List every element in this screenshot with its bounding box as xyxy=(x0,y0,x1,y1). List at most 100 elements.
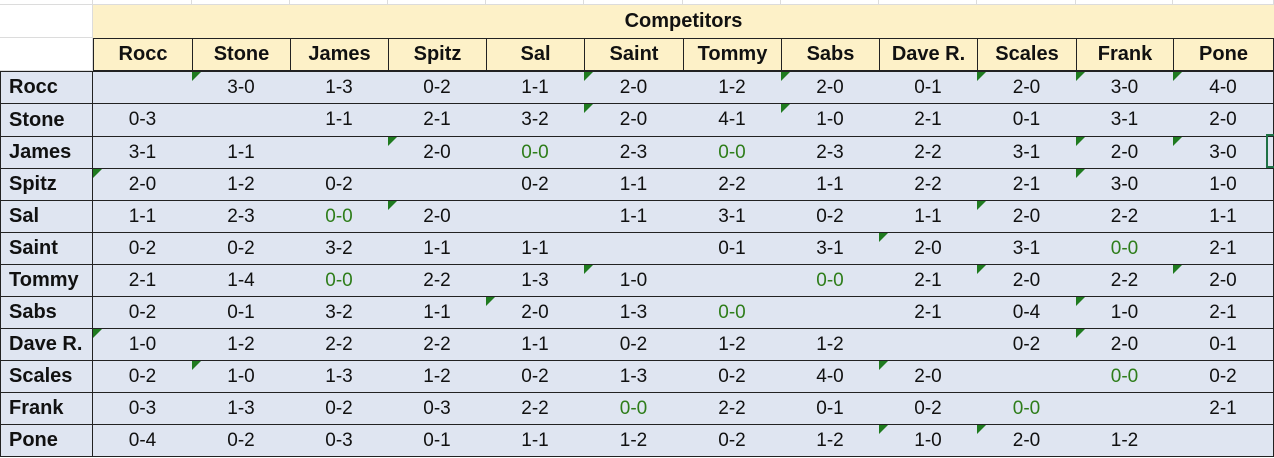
score-cell[interactable]: 2-0 xyxy=(1173,265,1274,297)
score-cell[interactable]: 1-1 xyxy=(486,329,584,361)
score-cell[interactable]: 2-0 xyxy=(93,169,192,201)
score-cell[interactable]: 2-0 xyxy=(977,265,1076,297)
empty-cell[interactable] xyxy=(388,0,486,5)
score-cell[interactable]: 1-4 xyxy=(192,265,290,297)
score-cell[interactable]: 1-2 xyxy=(683,329,781,361)
score-cell[interactable]: 2-0 xyxy=(1076,329,1173,361)
score-cell[interactable]: 1-3 xyxy=(290,361,388,393)
score-cell[interactable]: 0-0 xyxy=(486,137,584,169)
score-cell[interactable]: 0-0 xyxy=(683,297,781,329)
score-cell[interactable]: 1-2 xyxy=(781,425,879,457)
score-cell[interactable]: 1-0 xyxy=(192,361,290,393)
row-header[interactable]: Pone xyxy=(0,425,93,457)
row-header[interactable]: Dave R. xyxy=(0,329,93,361)
score-cell[interactable]: 0-2 xyxy=(290,169,388,201)
score-cell[interactable]: 1-2 xyxy=(192,329,290,361)
score-cell[interactable]: 0-2 xyxy=(192,425,290,457)
score-cell[interactable]: 2-2 xyxy=(388,265,486,297)
column-header[interactable]: James xyxy=(290,38,388,71)
score-cell[interactable]: 1-3 xyxy=(584,297,683,329)
score-cell[interactable]: 0-1 xyxy=(879,71,977,104)
score-cell[interactable]: 1-3 xyxy=(290,71,388,104)
score-cell[interactable]: 2-0 xyxy=(879,361,977,393)
column-header[interactable]: Spitz xyxy=(388,38,486,71)
score-cell[interactable]: 2-2 xyxy=(683,393,781,425)
column-header[interactable]: Dave R. xyxy=(879,38,977,71)
score-cell[interactable]: 2-1 xyxy=(388,104,486,137)
score-cell[interactable]: 0-2 xyxy=(290,393,388,425)
score-cell[interactable]: 0-3 xyxy=(93,393,192,425)
score-cell[interactable]: 1-1 xyxy=(93,201,192,233)
score-cell[interactable]: 1-3 xyxy=(486,265,584,297)
score-cell[interactable]: 1-2 xyxy=(683,71,781,104)
empty-cell[interactable] xyxy=(781,0,879,5)
score-cell[interactable]: 1-2 xyxy=(388,361,486,393)
score-cell[interactable]: 0-2 xyxy=(93,233,192,265)
score-cell[interactable]: 2-0 xyxy=(388,137,486,169)
score-cell[interactable]: 2-0 xyxy=(486,297,584,329)
score-cell[interactable]: 0-1 xyxy=(781,393,879,425)
score-cell[interactable]: 1-1 xyxy=(1173,201,1274,233)
empty-cell[interactable] xyxy=(584,0,683,5)
score-cell[interactable]: 0-2 xyxy=(683,425,781,457)
score-cell[interactable]: 0-1 xyxy=(1173,329,1274,361)
score-cell[interactable]: 0-0 xyxy=(1076,361,1173,393)
score-cell[interactable]: 2-1 xyxy=(977,169,1076,201)
score-cell[interactable]: 3-0 xyxy=(1076,169,1173,201)
score-cell[interactable]: 2-1 xyxy=(1173,393,1274,425)
score-cell[interactable]: 0-2 xyxy=(486,169,584,201)
empty-cell[interactable] xyxy=(192,0,290,5)
score-cell[interactable]: 0-2 xyxy=(486,361,584,393)
column-header[interactable]: Stone xyxy=(192,38,290,71)
row-header[interactable]: Sabs xyxy=(0,297,93,329)
empty-score-cell[interactable] xyxy=(192,104,290,137)
score-cell[interactable]: 0-0 xyxy=(1076,233,1173,265)
column-header[interactable]: Saint xyxy=(584,38,683,71)
score-cell[interactable]: 2-2 xyxy=(1076,265,1173,297)
score-cell[interactable]: 2-3 xyxy=(192,201,290,233)
score-cell[interactable]: 0-1 xyxy=(388,425,486,457)
score-cell[interactable]: 0-1 xyxy=(683,233,781,265)
row-header[interactable]: Tommy xyxy=(0,265,93,297)
score-cell[interactable]: 0-2 xyxy=(1173,361,1274,393)
empty-score-cell[interactable] xyxy=(879,329,977,361)
score-cell[interactable]: 1-0 xyxy=(1173,169,1274,201)
score-cell[interactable]: 3-0 xyxy=(1076,71,1173,104)
score-cell[interactable]: 3-2 xyxy=(486,104,584,137)
score-cell[interactable]: 1-1 xyxy=(781,169,879,201)
score-cell[interactable]: 2-0 xyxy=(977,71,1076,104)
score-cell[interactable]: 1-1 xyxy=(486,425,584,457)
score-cell[interactable]: 1-1 xyxy=(584,201,683,233)
score-cell[interactable]: 0-4 xyxy=(977,297,1076,329)
empty-cell[interactable] xyxy=(977,0,1076,5)
score-cell[interactable]: 0-0 xyxy=(290,201,388,233)
score-cell[interactable]: 3-2 xyxy=(290,297,388,329)
table-title[interactable]: Competitors xyxy=(93,5,1274,38)
score-cell[interactable]: 0-2 xyxy=(977,329,1076,361)
score-cell[interactable]: 0-2 xyxy=(683,361,781,393)
score-cell[interactable]: 2-1 xyxy=(1173,233,1274,265)
score-cell[interactable]: 2-0 xyxy=(781,71,879,104)
score-cell[interactable]: 4-0 xyxy=(781,361,879,393)
empty-cell[interactable] xyxy=(0,38,93,71)
score-cell[interactable]: 2-0 xyxy=(977,425,1076,457)
score-cell[interactable]: 0-2 xyxy=(781,201,879,233)
score-cell[interactable]: 3-2 xyxy=(290,233,388,265)
score-cell[interactable]: 0-0 xyxy=(290,265,388,297)
row-header[interactable]: Saint xyxy=(0,233,93,265)
score-cell[interactable]: 0-0 xyxy=(683,137,781,169)
score-cell[interactable]: 3-1 xyxy=(977,137,1076,169)
score-cell[interactable]: 1-0 xyxy=(584,265,683,297)
score-cell[interactable]: 1-1 xyxy=(879,201,977,233)
score-cell[interactable]: 0-1 xyxy=(192,297,290,329)
column-header[interactable]: Scales xyxy=(977,38,1076,71)
score-cell[interactable]: 2-1 xyxy=(879,265,977,297)
row-header[interactable]: Stone xyxy=(0,104,93,137)
score-cell[interactable]: 2-0 xyxy=(977,201,1076,233)
column-header[interactable]: Sabs xyxy=(781,38,879,71)
empty-cell[interactable] xyxy=(879,0,977,5)
column-header[interactable]: Pone xyxy=(1173,38,1274,71)
column-header[interactable]: Sal xyxy=(486,38,584,71)
score-cell[interactable]: 2-0 xyxy=(1173,104,1274,137)
